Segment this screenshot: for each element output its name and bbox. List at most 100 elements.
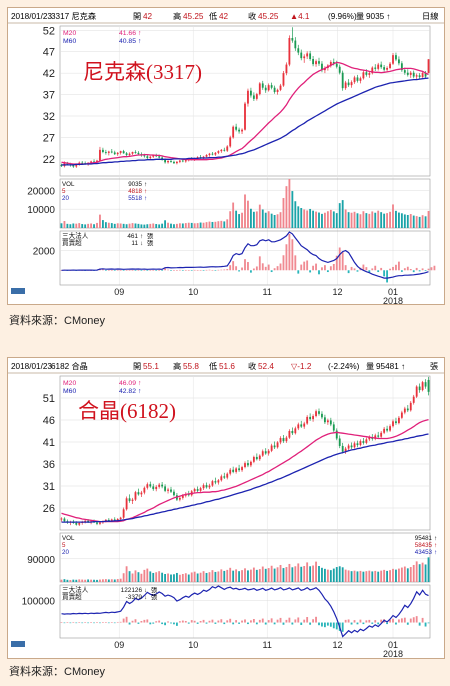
volume-legend-arrow: ↑ <box>144 188 147 195</box>
institution-bar <box>190 270 193 271</box>
volume-bar <box>362 211 365 228</box>
volume-bar <box>178 574 181 582</box>
volume-bar <box>176 223 178 228</box>
volume-bar <box>424 216 427 228</box>
volume-bar <box>418 216 421 228</box>
institution-bar <box>306 260 309 271</box>
institution-legend-arrow: ↓ <box>144 587 147 594</box>
candle-body <box>303 56 306 59</box>
volume-bar <box>87 579 90 582</box>
volume-bar <box>143 569 146 582</box>
institution-bar <box>161 270 164 271</box>
volume-bar <box>220 220 223 228</box>
candle-body <box>131 152 134 154</box>
candle-body <box>211 153 214 155</box>
volume-bar <box>326 569 329 582</box>
volume-bar <box>255 211 258 228</box>
institution-bar <box>409 618 412 623</box>
institution-bar <box>389 619 391 623</box>
institution-bar <box>264 622 267 625</box>
institution-bar <box>250 270 252 273</box>
institution-legend-arrow: ↓ <box>144 594 147 601</box>
volume-bar <box>318 212 320 228</box>
volume-legend-value: 4818 <box>128 188 142 195</box>
volume-bar <box>383 213 386 228</box>
institution-bar <box>252 268 255 271</box>
candle-body <box>335 430 338 439</box>
institution-bar <box>149 270 152 271</box>
institution-bar <box>300 264 303 271</box>
header-text: 42 <box>219 12 229 21</box>
candle-body <box>104 152 107 153</box>
ma-legend-value: 41.66 <box>119 30 136 37</box>
volume-bar <box>75 579 78 582</box>
volume-bar <box>344 569 347 582</box>
volume-bar <box>122 573 125 582</box>
institution-bar <box>324 622 326 628</box>
institution-bar <box>341 252 344 271</box>
volume-bar <box>187 574 190 582</box>
institution-legend-unit: 張 <box>147 232 154 240</box>
institution-bar <box>170 270 172 271</box>
volume-bar <box>267 568 270 582</box>
candle-body <box>297 48 300 53</box>
candle-body <box>424 382 427 387</box>
institution-bar <box>344 265 347 271</box>
institution-bar <box>208 269 211 271</box>
volume-bar <box>303 566 306 582</box>
candle-body <box>247 90 249 104</box>
institution-bar <box>433 265 436 271</box>
volume-bar <box>140 573 143 582</box>
institution-bar <box>389 268 391 271</box>
institution-bar <box>125 616 128 623</box>
candle-body <box>344 82 347 89</box>
volume-bar <box>167 573 169 582</box>
volume-bar <box>255 569 258 582</box>
candle-body <box>418 386 421 391</box>
volume-bar <box>223 570 226 582</box>
volume-bar <box>341 200 344 228</box>
institution-bar <box>232 261 235 271</box>
volume-bar <box>270 565 273 582</box>
volume-bar <box>104 222 107 228</box>
volume-bar <box>371 211 374 228</box>
chart-panel-hejing: 2018/01/23 6182 合晶 開 55.1 高 55.8 低 51.6 收 52.4 ▽-1… <box>7 357 445 659</box>
institution-bar <box>143 270 146 271</box>
institution-bar <box>338 247 341 271</box>
institution-bar <box>306 617 309 623</box>
header-text: 9035 <box>366 12 385 21</box>
institution-bar <box>380 267 383 271</box>
volume-bar <box>84 579 87 582</box>
institution-bar <box>102 269 104 271</box>
institution-bar <box>371 268 374 271</box>
candle-body <box>211 481 214 486</box>
volume-bar <box>368 213 371 228</box>
institution-legend-value: 122126 <box>121 587 143 594</box>
candle-body <box>321 63 323 71</box>
candle-body <box>374 435 377 439</box>
candle-body <box>252 456 255 462</box>
volume-bar <box>96 579 98 582</box>
candle-body <box>226 146 229 151</box>
volume-bar <box>386 570 388 582</box>
candle-body <box>344 448 347 452</box>
volume-bar <box>276 214 279 228</box>
header-text: 55.8 <box>183 362 199 371</box>
institution-bar <box>415 267 418 271</box>
volume-bar <box>324 212 326 228</box>
volume-bar <box>63 221 66 228</box>
candle-body <box>377 435 380 437</box>
header-text: 52.4 <box>258 362 274 371</box>
price-tick-label: 46 <box>43 415 55 427</box>
institution-bar <box>395 264 397 271</box>
candle-body <box>282 73 285 86</box>
institution-legend-value: 11 <box>131 240 138 247</box>
volume-bar <box>184 573 187 582</box>
candle-body <box>116 152 119 155</box>
institution-panel-frame <box>59 230 431 286</box>
month-tick-label: 09 <box>114 287 124 297</box>
institution-bar <box>332 622 335 629</box>
volume-bar <box>377 210 380 228</box>
institution-bar <box>223 269 226 271</box>
candle-body <box>276 442 279 448</box>
